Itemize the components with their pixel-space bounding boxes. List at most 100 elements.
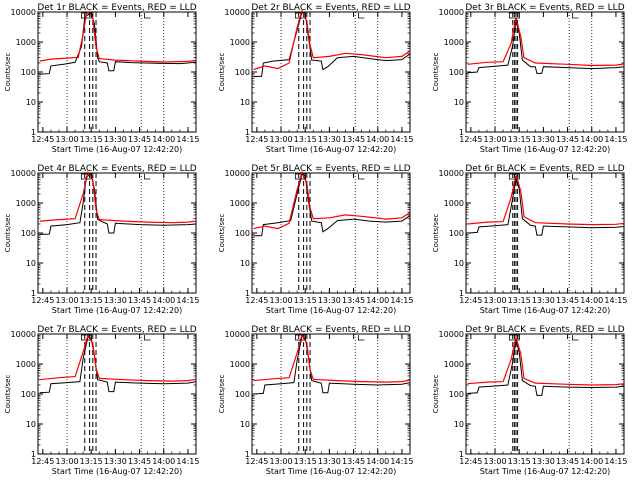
peak-marker	[508, 173, 520, 180]
series-line-lld	[467, 17, 625, 67]
y-tick-label: 10	[26, 420, 36, 429]
y-tick-label: 10000	[439, 8, 464, 17]
series-line-events	[39, 173, 197, 235]
panel-title: Det 9r BLACK = Events, RED = LLD	[465, 325, 624, 335]
y-tick-label: 10	[240, 420, 250, 429]
x-axis-label: Start Time (16-Aug-07 12:42:20)	[266, 306, 397, 315]
x-tick-label: 13:45	[128, 296, 151, 305]
plot-frame	[465, 172, 625, 294]
panel-det-5: Det 5r BLACK = Events, RED = LLD 1 10 100 10…	[218, 164, 413, 315]
y-tick-label: 100	[21, 229, 36, 238]
bracket-marker	[358, 335, 365, 341]
x-tick-label: 13:15	[508, 296, 531, 305]
x-tick-label: 14:15	[176, 457, 199, 466]
panel-title: Det 1r BLACK = Events, RED = LLD	[37, 3, 196, 13]
series-line-events	[467, 178, 625, 236]
y-tick-label: 1000	[16, 38, 36, 47]
y-tick-label: 100	[235, 390, 250, 399]
y-tick-label: 10000	[11, 8, 36, 17]
y-tick-label: 10000	[439, 169, 464, 178]
x-tick-label: 13:00	[269, 457, 292, 466]
x-tick-label: 14:15	[176, 135, 199, 144]
y-tick-label: 10	[240, 98, 250, 107]
x-tick-label: 13:00	[483, 135, 506, 144]
y-tick-label: 100	[21, 68, 36, 77]
x-tick-label: 12:45	[31, 135, 54, 144]
x-tick-label: 14:00	[366, 457, 389, 466]
plot-frame	[37, 172, 197, 294]
x-tick-label: 13:30	[104, 457, 127, 466]
y-tick-label: 1	[31, 450, 36, 459]
x-axis-label: Start Time (16-Aug-07 12:42:20)	[266, 467, 397, 476]
x-tick-label: 13:45	[342, 135, 365, 144]
plot-frame	[37, 11, 197, 133]
x-tick-label: 14:00	[366, 135, 389, 144]
series-line-events	[467, 20, 625, 74]
peak-marker	[294, 334, 306, 341]
x-tick-label: 14:15	[604, 135, 627, 144]
y-axis-label: Counts/sec	[432, 375, 440, 414]
y-axis-label: Counts/sec	[432, 53, 440, 92]
bracket-marker	[144, 13, 151, 19]
panel-title: Det 5r BLACK = Events, RED = LLD	[251, 164, 410, 174]
x-tick-label: 13:30	[318, 296, 341, 305]
y-tick-label: 10000	[439, 330, 464, 339]
y-tick-label: 100	[235, 229, 250, 238]
y-tick-label: 1	[245, 450, 250, 459]
series-line-lld	[253, 333, 411, 383]
x-tick-label: 13:45	[342, 296, 365, 305]
x-tick-label: 13:15	[80, 457, 103, 466]
y-tick-label: 1	[459, 289, 464, 298]
peak-marker	[508, 12, 520, 19]
y-axis-label: Counts/sec	[432, 214, 440, 253]
panel-det-2: Det 2r BLACK = Events, RED = LLD 1 10 100 10…	[218, 3, 413, 154]
y-tick-label: 10	[240, 259, 250, 268]
x-tick-label: 14:00	[152, 135, 175, 144]
series-line-events	[39, 11, 197, 75]
x-tick-label: 13:15	[508, 457, 531, 466]
series-line-lld	[467, 174, 625, 226]
x-tick-label: 12:45	[245, 296, 268, 305]
series-line-lld	[39, 10, 197, 63]
peak-marker	[508, 334, 520, 341]
panel-det-8: Det 8r BLACK = Events, RED = LLD 1 10 100 10…	[218, 325, 413, 476]
y-tick-label: 10000	[11, 169, 36, 178]
y-tick-label: 1	[245, 128, 250, 137]
plot-frame	[251, 172, 411, 294]
bracket-marker	[572, 335, 579, 341]
y-tick-label: 100	[449, 68, 464, 77]
y-tick-label: 10	[26, 259, 36, 268]
panel-det-4: Det 4r BLACK = Events, RED = LLD 1 10 100 10…	[4, 164, 199, 315]
peak-marker	[80, 12, 92, 19]
x-tick-label: 14:15	[390, 296, 413, 305]
y-axis-label: Counts/sec	[4, 214, 12, 253]
y-tick-label: 10	[454, 259, 464, 268]
x-tick-label: 13:00	[269, 135, 292, 144]
x-tick-label: 13:00	[55, 457, 78, 466]
y-tick-label: 100	[21, 390, 36, 399]
panel-det-9: Det 9r BLACK = Events, RED = LLD 1 10 100 10…	[432, 325, 627, 476]
bracket-marker	[572, 13, 579, 19]
series-line-events	[467, 340, 625, 396]
x-tick-label: 13:30	[104, 135, 127, 144]
y-tick-label: 1000	[444, 38, 464, 47]
x-axis-label: Start Time (16-Aug-07 12:42:20)	[266, 145, 397, 154]
x-tick-label: 13:00	[55, 296, 78, 305]
panel-det-6: Det 6r BLACK = Events, RED = LLD 1 10 100 10…	[432, 164, 627, 315]
x-tick-label: 14:00	[580, 457, 603, 466]
x-tick-label: 12:45	[245, 135, 268, 144]
y-tick-label: 1	[459, 450, 464, 459]
x-tick-label: 14:15	[604, 457, 627, 466]
x-tick-label: 14:00	[152, 296, 175, 305]
x-axis-label: Start Time (16-Aug-07 12:42:20)	[52, 145, 183, 154]
y-tick-label: 1000	[16, 199, 36, 208]
y-tick-label: 10000	[225, 330, 250, 339]
y-axis-label: Counts/sec	[218, 214, 226, 253]
series-line-events	[253, 173, 411, 237]
x-tick-label: 14:15	[604, 296, 627, 305]
series-line-lld	[39, 170, 197, 224]
plot-frame	[251, 333, 411, 455]
peak-marker	[80, 173, 92, 180]
y-axis-label: Counts/sec	[4, 375, 12, 414]
y-axis-label: Counts/sec	[218, 375, 226, 414]
